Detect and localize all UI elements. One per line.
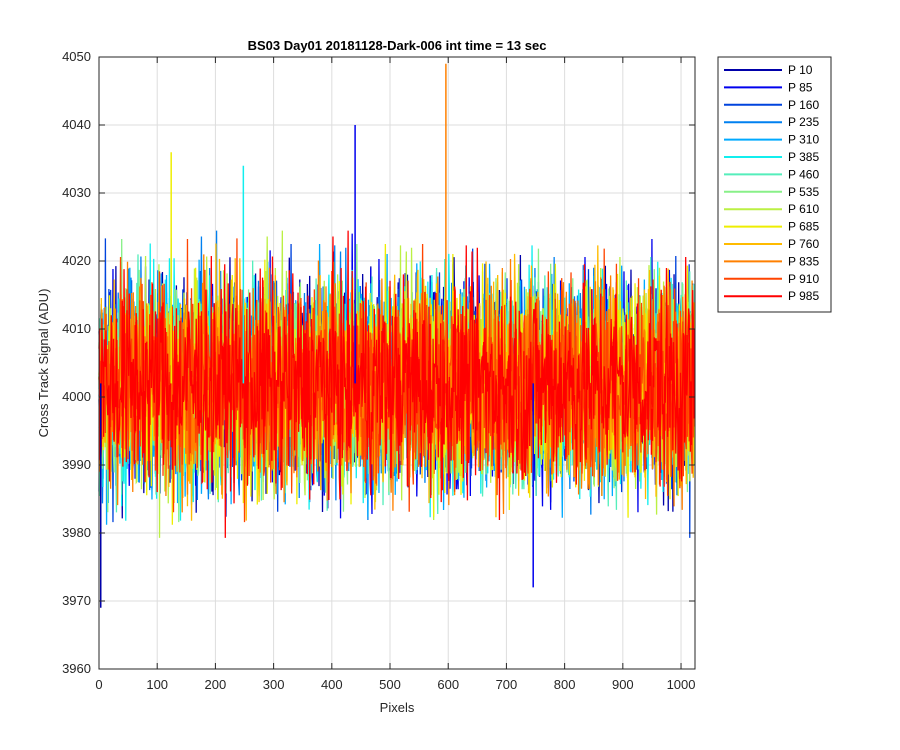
legend-label: P 310 bbox=[788, 133, 819, 147]
legend-label: P 835 bbox=[788, 254, 819, 268]
x-tick-label: 100 bbox=[146, 677, 168, 692]
legend-label: P 610 bbox=[788, 202, 819, 216]
legend-label: P 85 bbox=[788, 80, 813, 94]
x-tick-label: 1000 bbox=[667, 677, 696, 692]
legend-label: P 160 bbox=[788, 98, 819, 112]
x-tick-label: 700 bbox=[496, 677, 518, 692]
legend-box bbox=[717, 56, 832, 313]
y-tick-label: 4040 bbox=[62, 117, 91, 132]
x-axis-label: Pixels bbox=[380, 700, 415, 715]
x-tick-label: 800 bbox=[554, 677, 576, 692]
x-tick-label: 400 bbox=[321, 677, 343, 692]
legend-label: P 460 bbox=[788, 167, 819, 181]
legend-label: P 385 bbox=[788, 150, 819, 164]
legend-label: P 985 bbox=[788, 289, 819, 303]
y-tick-label: 3960 bbox=[62, 661, 91, 676]
chart-title: BS03 Day01 20181128-Dark-006 int time = … bbox=[248, 38, 547, 53]
x-tick-label: 300 bbox=[263, 677, 285, 692]
legend-label: P 235 bbox=[788, 115, 819, 129]
y-tick-label: 4030 bbox=[62, 185, 91, 200]
legend-label: P 685 bbox=[788, 220, 819, 234]
x-tick-label: 500 bbox=[379, 677, 401, 692]
ticks: 0 100 200 300 400 500 600 700 800 900 1000 3960 3970… bbox=[62, 49, 695, 692]
y-tick-label: 4020 bbox=[62, 253, 91, 268]
y-tick-label: 4050 bbox=[62, 49, 91, 64]
x-tick-label: 600 bbox=[437, 677, 459, 692]
plot-area-border bbox=[98, 56, 696, 670]
x-tick-label: 200 bbox=[205, 677, 227, 692]
series-line-p-985 bbox=[98, 230, 696, 538]
y-tick-label: 4010 bbox=[62, 321, 91, 336]
legend-label: P 910 bbox=[788, 272, 819, 286]
legend-label: P 760 bbox=[788, 237, 819, 251]
series-layer bbox=[98, 63, 696, 608]
legend-label: P 535 bbox=[788, 185, 819, 199]
legend: P 10 P 85 P 160 P 235 P 310 P 385 P 460 P 535 P … bbox=[717, 56, 832, 313]
y-tick-label: 3990 bbox=[62, 457, 91, 472]
y-tick-label: 3980 bbox=[62, 525, 91, 540]
y-tick-label: 3970 bbox=[62, 593, 91, 608]
y-axis-label: Cross Track Signal (ADU) bbox=[36, 289, 51, 438]
x-tick-label: 900 bbox=[612, 677, 634, 692]
legend-label: P 10 bbox=[788, 63, 813, 77]
x-tick-label: 0 bbox=[95, 677, 102, 692]
y-tick-label: 4000 bbox=[62, 389, 91, 404]
